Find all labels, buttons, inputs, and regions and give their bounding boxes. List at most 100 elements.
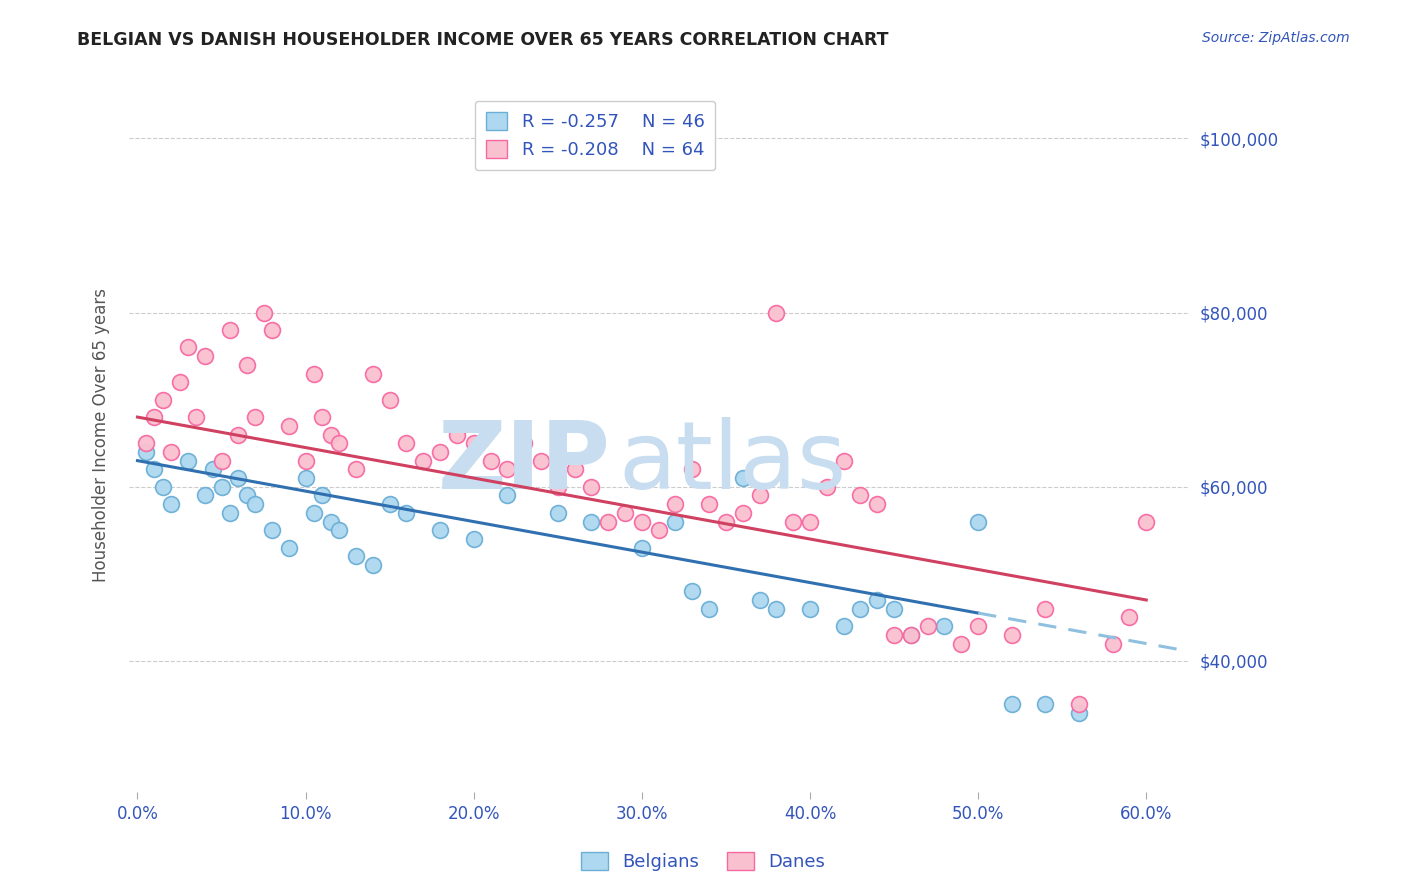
Point [1001, 628, 1024, 642]
Point [277, 418, 299, 433]
Point [1035, 601, 1057, 615]
Legend: Belgians, Danes: Belgians, Danes [574, 845, 832, 879]
Point [1118, 610, 1140, 624]
Point [294, 453, 316, 467]
Point [883, 601, 905, 615]
Point [664, 497, 686, 511]
Text: atlas: atlas [619, 417, 846, 509]
Point [631, 541, 654, 555]
Point [228, 427, 250, 442]
Point [378, 392, 401, 407]
Point [412, 453, 434, 467]
Point [731, 506, 754, 520]
Point [228, 471, 250, 485]
Point [547, 480, 569, 494]
Point [378, 497, 401, 511]
Point [748, 593, 770, 607]
Point [731, 471, 754, 485]
Point [530, 453, 553, 467]
Text: ZIP: ZIP [439, 417, 612, 509]
Point [302, 367, 325, 381]
Point [463, 532, 485, 546]
Point [177, 340, 200, 354]
Point [496, 488, 519, 502]
Point [160, 497, 183, 511]
Point [950, 636, 973, 650]
Point [319, 515, 342, 529]
Point [647, 524, 669, 538]
Point [697, 601, 720, 615]
Point [631, 515, 654, 529]
Point [429, 445, 451, 459]
Point [152, 392, 174, 407]
Point [169, 376, 191, 390]
Point [429, 524, 451, 538]
Point [177, 453, 200, 467]
Point [581, 515, 603, 529]
Text: BELGIAN VS DANISH HOUSEHOLDER INCOME OVER 65 YEARS CORRELATION CHART: BELGIAN VS DANISH HOUSEHOLDER INCOME OVE… [77, 31, 889, 49]
Point [479, 453, 502, 467]
Point [328, 524, 350, 538]
Point [917, 619, 939, 633]
Point [967, 619, 990, 633]
Point [236, 488, 259, 502]
Text: Source: ZipAtlas.com: Source: ZipAtlas.com [1202, 31, 1350, 45]
Point [849, 601, 872, 615]
Point [260, 323, 283, 337]
Point [135, 445, 157, 459]
Point [832, 453, 855, 467]
Point [243, 410, 266, 425]
Point [866, 593, 889, 607]
Point [252, 305, 274, 319]
Point [243, 497, 266, 511]
Point [714, 515, 737, 529]
Point [681, 462, 703, 476]
Point [1035, 698, 1057, 712]
Point [832, 619, 855, 633]
Point [446, 427, 468, 442]
Point [202, 462, 225, 476]
Point [900, 628, 922, 642]
Point [1101, 636, 1123, 650]
Point [344, 549, 367, 564]
Point [260, 524, 283, 538]
Point [311, 488, 333, 502]
Point [1135, 515, 1157, 529]
Point [194, 349, 217, 363]
Point [143, 410, 166, 425]
Point [782, 515, 804, 529]
Point [866, 497, 889, 511]
Point [211, 480, 233, 494]
Point [849, 488, 872, 502]
Point [547, 506, 569, 520]
Point [598, 515, 620, 529]
Point [765, 601, 787, 615]
Point [219, 506, 242, 520]
Point [883, 628, 905, 642]
Point [219, 323, 242, 337]
Point [748, 488, 770, 502]
Point [294, 471, 316, 485]
Point [160, 445, 183, 459]
Point [1001, 698, 1024, 712]
Point [496, 462, 519, 476]
Point [194, 488, 217, 502]
Point [328, 436, 350, 450]
Point [934, 619, 956, 633]
Point [664, 515, 686, 529]
Point [614, 506, 637, 520]
Point [395, 506, 418, 520]
Point [681, 584, 703, 599]
Point [186, 410, 208, 425]
Y-axis label: Householder Income Over 65 years: Householder Income Over 65 years [93, 287, 110, 582]
Point [135, 436, 157, 450]
Point [236, 358, 259, 372]
Point [361, 367, 384, 381]
Point [143, 462, 166, 476]
Point [395, 436, 418, 450]
Point [211, 453, 233, 467]
Point [697, 497, 720, 511]
Point [344, 462, 367, 476]
Point [967, 515, 990, 529]
Point [361, 558, 384, 573]
